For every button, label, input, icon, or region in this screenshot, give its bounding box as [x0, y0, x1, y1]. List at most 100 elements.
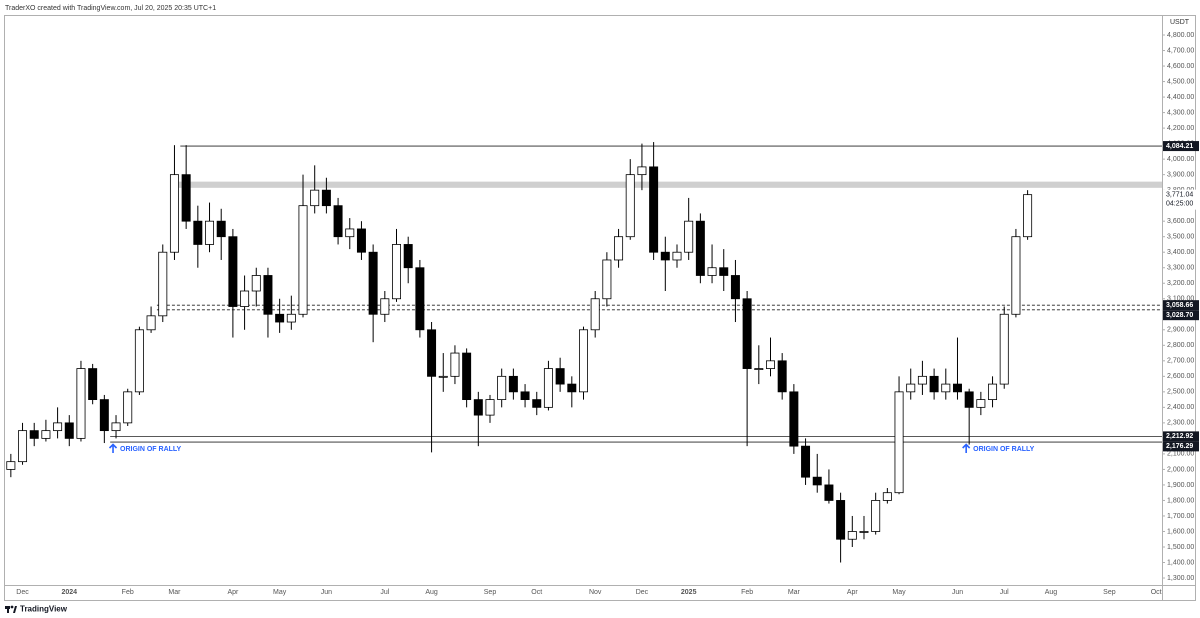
candle-body	[41, 430, 51, 439]
candle-body	[567, 383, 577, 393]
y-tick-label: 3,200.00	[1167, 280, 1194, 287]
y-tick-label: 4,800.00	[1167, 32, 1194, 39]
y-tick-label: 3,500.00	[1167, 234, 1194, 241]
x-tick-label: Feb	[122, 589, 134, 596]
y-tick-label: 4,700.00	[1167, 47, 1194, 54]
annotation: ORIGIN OF RALLY	[120, 446, 182, 453]
y-tick-label: 2,700.00	[1167, 358, 1194, 365]
footer-logo	[5, 605, 17, 613]
y-tick-label: 1,400.00	[1167, 559, 1194, 566]
x-tick-label: May	[273, 589, 287, 596]
candle-body	[193, 220, 203, 245]
candle-body	[824, 484, 834, 501]
candle-body	[228, 236, 238, 307]
y-tick-label: 4,200.00	[1167, 125, 1194, 132]
candle-body	[205, 220, 215, 245]
x-tick-label: Sep	[1103, 589, 1116, 596]
x-tick-label: Aug	[425, 589, 438, 596]
y-tick-label: 4,300.00	[1167, 109, 1194, 116]
countdown: 04:25:00	[1166, 200, 1193, 207]
level-price-box	[1163, 441, 1199, 452]
candle-body	[847, 531, 857, 540]
y-tick-label: 2,400.00	[1167, 404, 1194, 411]
x-tick-label: Sep	[484, 589, 497, 596]
y-tick-label: 2,600.00	[1167, 373, 1194, 380]
candle-body	[169, 174, 179, 253]
candle-body	[310, 189, 320, 207]
candle-body	[368, 251, 378, 315]
y-tick-label: 2,800.00	[1167, 342, 1194, 349]
candle-body	[789, 391, 799, 447]
y-tick-label: 2,100.00	[1167, 451, 1194, 458]
y-tick-label: 4,400.00	[1167, 94, 1194, 101]
level-price-label: 2,212.92	[1166, 433, 1193, 440]
candle-body	[801, 445, 811, 478]
annotation: ORIGIN OF RALLY	[973, 446, 1035, 453]
y-tick-label: 4,500.00	[1167, 78, 1194, 85]
candle-body	[263, 275, 273, 315]
level-price-label: 2,176.29	[1166, 443, 1193, 450]
candle-body	[999, 313, 1009, 385]
annotation-arrow	[108, 443, 118, 453]
candle-body	[952, 383, 962, 393]
candle-body	[321, 189, 331, 207]
candle-body	[719, 267, 729, 276]
candle-body	[520, 391, 530, 401]
candle-body	[871, 500, 881, 532]
candle-body	[18, 430, 28, 463]
x-tick-label: Dec	[16, 589, 29, 596]
annotation-arrow	[962, 443, 971, 453]
x-tick-label: 2024	[61, 589, 77, 596]
candle-body	[485, 399, 495, 416]
x-tick-label: Jul	[380, 589, 389, 596]
candle-body	[543, 368, 553, 408]
last-price-box	[1163, 189, 1199, 210]
y-tick-label: 3,900.00	[1167, 171, 1194, 178]
footer: TradingView	[20, 605, 68, 614]
candle-body	[602, 259, 612, 300]
y-tick-label: 1,900.00	[1167, 482, 1194, 489]
x-tick-label: Feb	[741, 589, 753, 596]
candle-body	[427, 329, 437, 377]
candle-body	[730, 275, 740, 300]
candle-body	[777, 360, 787, 393]
candle-body	[742, 298, 752, 369]
candle-body	[333, 205, 343, 238]
candle-body	[836, 500, 846, 540]
x-tick-label: Oct	[531, 589, 542, 596]
candle-body	[906, 383, 916, 393]
y-tick-label: 3,300.00	[1167, 265, 1194, 272]
candle-body	[240, 290, 250, 307]
x-tick-label: Mar	[168, 589, 181, 596]
candle-body	[6, 461, 16, 470]
candle-body	[941, 383, 951, 393]
candle-body	[882, 492, 892, 501]
candle-body	[532, 399, 542, 408]
candle-body	[123, 391, 133, 424]
logo-part	[7, 606, 9, 613]
y-tick-label: 3,600.00	[1167, 218, 1194, 225]
level-price-label: 3,028.70	[1166, 312, 1193, 319]
candle-body	[649, 166, 659, 253]
candle-body	[976, 399, 986, 408]
y-tick-label: 1,700.00	[1167, 513, 1194, 520]
level-price-box	[1163, 300, 1199, 311]
candle-body	[964, 391, 974, 408]
y-tick-label: 2,900.00	[1167, 327, 1194, 334]
candle-body	[1011, 236, 1021, 315]
x-tick-label: May	[892, 589, 906, 596]
y-tick-label: 2,300.00	[1167, 420, 1194, 427]
candle-body	[555, 368, 565, 385]
candle-body	[462, 352, 472, 401]
candle-body	[637, 166, 647, 176]
level-price-label: 3,058.66	[1166, 302, 1193, 309]
candle-body	[356, 228, 366, 253]
y-tick-label: 4,600.00	[1167, 63, 1194, 70]
candle-body	[695, 220, 705, 276]
candle-body	[146, 315, 156, 331]
y-tick-label: 1,300.00	[1167, 575, 1194, 582]
footer-bar	[0, 601, 1200, 618]
candle-body	[859, 531, 869, 533]
